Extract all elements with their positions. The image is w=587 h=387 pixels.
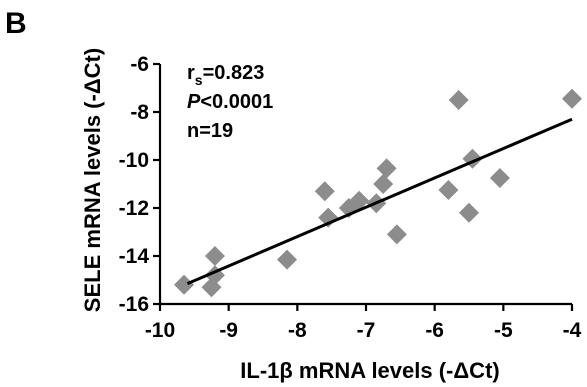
panel-label: B [5,7,27,40]
fit-line-group [186,117,573,285]
regression-line [186,117,573,285]
data-point [459,202,479,223]
ticks: -10 -9 -8 -7 -6 -5 -4 -16 -14 -12 -10 -8 -6 [119,53,582,342]
x-tick-label: -9 [219,319,238,342]
x-tick-label: -7 [357,319,376,342]
y-tick-label: -8 [130,101,149,124]
data-point [489,168,510,188]
data-point [204,246,225,266]
y-axis-title: SELE mRNA levels (-ΔCt) [80,48,105,312]
x-tick-label: -8 [288,319,307,342]
stat-p-symbol: P [187,91,201,113]
data-point [562,88,582,109]
stat-rs-subscript: s [195,72,203,88]
data-point [438,180,459,200]
x-tick-label: -10 [145,319,175,342]
y-tick-label: -14 [119,245,150,268]
stat-rs: rs=0.823 [187,62,264,88]
y-tick-label: -10 [119,149,149,172]
data-point [373,174,394,194]
stat-n: n=19 [187,120,233,142]
x-tick-label: -5 [494,319,513,342]
data-point [376,158,397,179]
y-tick-label: -16 [119,293,149,316]
data-point [349,190,370,211]
x-tick-label: -6 [425,319,444,342]
data-point [386,224,407,245]
x-tick-label: -4 [563,319,582,342]
stat-rs-symbol: r [187,62,195,84]
y-tick-label: -6 [130,53,149,76]
data-point [448,90,469,110]
data-point [174,274,195,295]
stats-annotation: rs=0.823 P<0.0001 n=19 [187,62,273,142]
y-tick-label: -12 [119,197,149,220]
stat-p: P<0.0001 [187,91,273,113]
data-point [277,249,298,270]
data-point [314,181,335,202]
stat-rs-value: =0.823 [203,62,265,84]
x-axis-title: IL-1β mRNA levels (-ΔCt) [240,358,499,383]
data-points [174,88,582,298]
stat-p-value: <0.0001 [200,91,273,113]
